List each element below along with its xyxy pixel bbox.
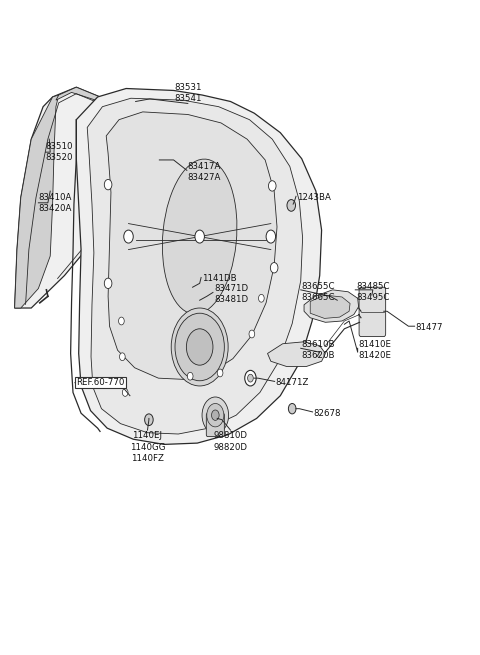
Text: 84171Z: 84171Z <box>276 378 309 387</box>
Text: 1140EJ
1140GG
1140FZ: 1140EJ 1140GG 1140FZ <box>130 432 165 462</box>
Circle shape <box>249 330 255 338</box>
Polygon shape <box>87 98 302 434</box>
Polygon shape <box>76 88 322 444</box>
Polygon shape <box>267 342 325 366</box>
Circle shape <box>259 294 264 302</box>
Polygon shape <box>310 295 350 318</box>
Text: 81410E
81420E: 81410E 81420E <box>359 340 392 360</box>
Polygon shape <box>14 95 59 308</box>
Circle shape <box>119 317 124 325</box>
Text: 83485C
83495C: 83485C 83495C <box>356 282 390 302</box>
Text: 1243BA: 1243BA <box>297 193 331 202</box>
Circle shape <box>144 414 153 426</box>
Circle shape <box>270 263 278 273</box>
Text: 83531
83541: 83531 83541 <box>174 83 202 103</box>
Circle shape <box>268 181 276 191</box>
Text: 83510
83520: 83510 83520 <box>46 142 73 162</box>
Text: 81477: 81477 <box>416 323 443 332</box>
Circle shape <box>266 230 276 243</box>
Polygon shape <box>56 87 126 110</box>
Ellipse shape <box>171 308 228 386</box>
Circle shape <box>287 200 296 212</box>
Text: 83417A
83427A: 83417A 83427A <box>188 162 221 181</box>
Circle shape <box>187 372 193 380</box>
Circle shape <box>288 403 296 414</box>
FancyBboxPatch shape <box>206 413 224 437</box>
Text: 83610B
83620B: 83610B 83620B <box>301 340 335 360</box>
Circle shape <box>122 388 128 396</box>
Polygon shape <box>106 112 277 379</box>
Circle shape <box>175 313 224 381</box>
Circle shape <box>248 374 253 382</box>
Text: 98810D
98820D: 98810D 98820D <box>214 432 248 451</box>
Circle shape <box>104 179 112 190</box>
Text: 1141DB: 1141DB <box>202 274 237 284</box>
Circle shape <box>212 410 219 421</box>
Circle shape <box>202 397 228 434</box>
Text: 83410A
83420A: 83410A 83420A <box>38 193 72 213</box>
Circle shape <box>245 370 256 386</box>
Polygon shape <box>14 87 150 308</box>
Polygon shape <box>304 290 359 322</box>
Circle shape <box>186 329 213 365</box>
Circle shape <box>120 353 125 361</box>
Text: REF.60-770: REF.60-770 <box>76 378 125 387</box>
Circle shape <box>104 278 112 289</box>
Circle shape <box>124 230 133 243</box>
Circle shape <box>207 403 224 427</box>
FancyBboxPatch shape <box>359 288 385 337</box>
Ellipse shape <box>162 159 237 314</box>
Circle shape <box>195 230 204 243</box>
Text: 82678: 82678 <box>313 409 341 418</box>
Text: 83471D
83481D: 83471D 83481D <box>214 284 248 304</box>
Text: 83655C
83665C: 83655C 83665C <box>301 282 335 302</box>
Circle shape <box>217 369 223 377</box>
